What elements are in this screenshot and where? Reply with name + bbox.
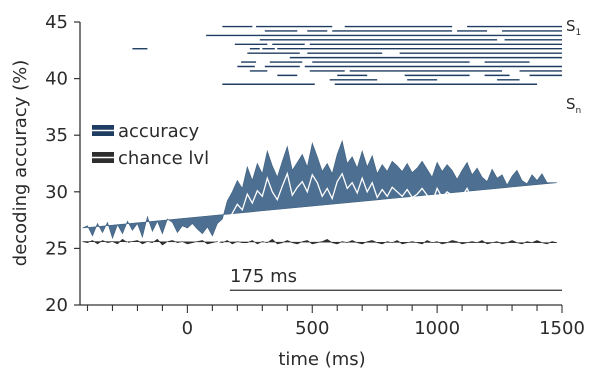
axes: 20 25 30 35 40 45 0 500 1000 1500: [45, 12, 585, 339]
mean-line-accuracy: [82, 171, 558, 258]
y-tick-label: 45: [45, 12, 68, 33]
y-axis-title: decoding accuracy (%): [10, 60, 31, 266]
mean-line-chance-lvl: [82, 244, 558, 252]
legend-label-accuracy: accuracy: [118, 121, 200, 142]
latency-annotation: 175 ms: [229, 266, 562, 291]
y-tick-label: 30: [45, 182, 68, 203]
subject-labels: S1 Sn: [566, 17, 581, 116]
y-tick-label: 25: [45, 238, 68, 259]
x-tick-label: 1000: [414, 318, 460, 339]
significance-bars: [132, 25, 562, 85]
mean-lines: [82, 171, 558, 258]
latency-label: 175 ms: [230, 266, 297, 287]
x-tick-label: 1500: [539, 318, 585, 339]
subject-last-label: Sn: [566, 95, 581, 116]
legend-label-chance: chance lvl: [118, 148, 209, 169]
x-axis-title: time (ms): [278, 349, 365, 370]
band-chance-lvl: [82, 238, 558, 246]
y-tick-label: 35: [45, 125, 68, 146]
x-tick-label: 0: [182, 318, 193, 339]
y-tick-label: 20: [45, 295, 68, 316]
subject-first-label: S1: [566, 17, 581, 38]
y-tick-label: 40: [45, 69, 68, 90]
legend: accuracy chance lvl: [92, 121, 209, 169]
x-tick-label: 500: [295, 318, 329, 339]
